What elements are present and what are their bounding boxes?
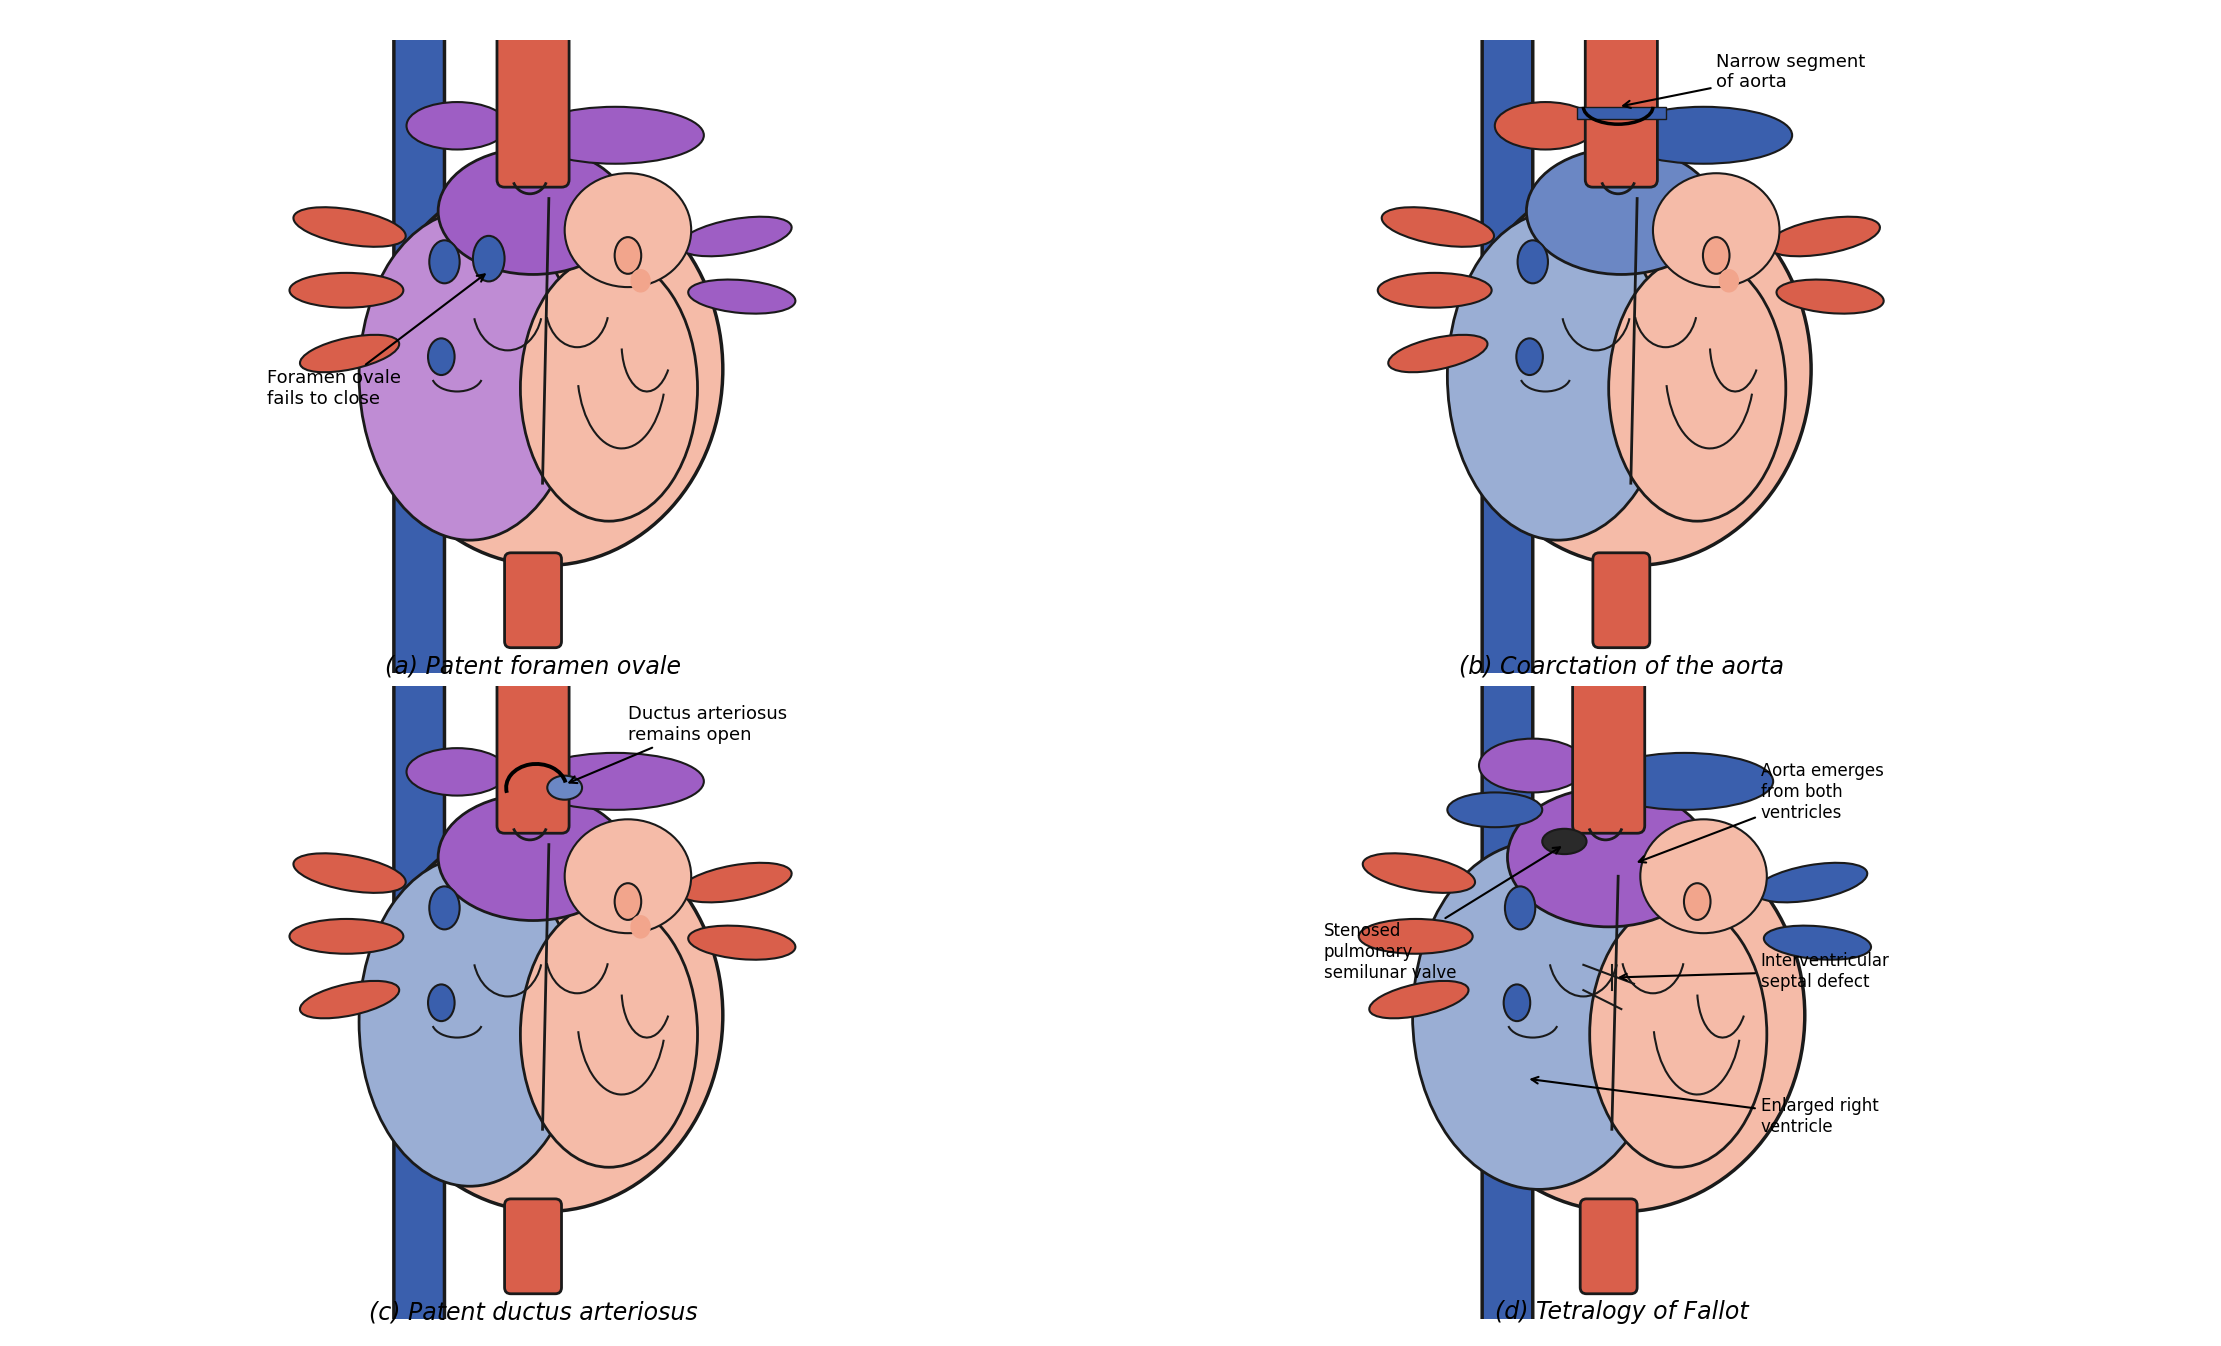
- Ellipse shape: [429, 338, 455, 376]
- Ellipse shape: [520, 256, 697, 521]
- Ellipse shape: [473, 236, 504, 281]
- Ellipse shape: [1504, 984, 1530, 1022]
- Ellipse shape: [300, 981, 400, 1019]
- Ellipse shape: [438, 148, 629, 275]
- Text: Interventricular
septal defect: Interventricular septal defect: [1619, 952, 1890, 991]
- Ellipse shape: [1652, 174, 1779, 287]
- Ellipse shape: [289, 919, 404, 954]
- Ellipse shape: [1508, 787, 1710, 927]
- Ellipse shape: [1448, 793, 1541, 828]
- Ellipse shape: [1437, 820, 1806, 1211]
- Ellipse shape: [1763, 926, 1870, 960]
- Ellipse shape: [406, 102, 509, 149]
- Ellipse shape: [1413, 841, 1666, 1190]
- Ellipse shape: [406, 748, 509, 795]
- Text: Ductus arteriosus
remains open: Ductus arteriosus remains open: [569, 705, 786, 783]
- FancyBboxPatch shape: [1586, 27, 1657, 187]
- Ellipse shape: [1448, 211, 1668, 540]
- Ellipse shape: [546, 775, 582, 800]
- Ellipse shape: [1526, 148, 1717, 275]
- Ellipse shape: [1495, 102, 1597, 149]
- Ellipse shape: [1517, 241, 1548, 283]
- FancyBboxPatch shape: [1572, 673, 1646, 833]
- FancyBboxPatch shape: [1481, 650, 1532, 1324]
- FancyBboxPatch shape: [1592, 553, 1650, 647]
- Ellipse shape: [1517, 338, 1544, 376]
- Ellipse shape: [615, 237, 642, 273]
- Ellipse shape: [429, 984, 455, 1022]
- Ellipse shape: [360, 211, 580, 540]
- Text: (b) Coarctation of the aorta: (b) Coarctation of the aorta: [1459, 654, 1783, 678]
- FancyBboxPatch shape: [393, 650, 444, 1324]
- Ellipse shape: [526, 752, 704, 810]
- Ellipse shape: [289, 273, 404, 308]
- Text: Aorta emerges
from both
ventricles: Aorta emerges from both ventricles: [1639, 762, 1883, 863]
- FancyBboxPatch shape: [504, 553, 562, 647]
- Ellipse shape: [631, 269, 651, 292]
- FancyBboxPatch shape: [498, 27, 569, 187]
- Text: Foramen ovale
fails to close: Foramen ovale fails to close: [267, 275, 484, 408]
- Ellipse shape: [1641, 820, 1768, 933]
- Ellipse shape: [564, 820, 691, 933]
- Ellipse shape: [520, 902, 697, 1167]
- Ellipse shape: [1615, 106, 1792, 164]
- Polygon shape: [1577, 106, 1666, 120]
- Ellipse shape: [429, 241, 460, 283]
- Ellipse shape: [1704, 237, 1730, 273]
- Ellipse shape: [293, 207, 406, 246]
- Ellipse shape: [1364, 853, 1475, 892]
- Ellipse shape: [429, 887, 460, 929]
- Ellipse shape: [360, 857, 580, 1186]
- Ellipse shape: [293, 853, 406, 892]
- Ellipse shape: [689, 280, 795, 314]
- Ellipse shape: [1359, 919, 1473, 954]
- Ellipse shape: [680, 217, 791, 256]
- Ellipse shape: [1719, 269, 1739, 292]
- Ellipse shape: [1370, 981, 1468, 1019]
- Ellipse shape: [1597, 752, 1772, 810]
- Ellipse shape: [300, 335, 400, 373]
- Ellipse shape: [1381, 207, 1495, 246]
- Ellipse shape: [680, 863, 791, 902]
- Ellipse shape: [1479, 739, 1586, 793]
- Text: (a) Patent foramen ovale: (a) Patent foramen ovale: [384, 654, 682, 678]
- FancyBboxPatch shape: [1481, 4, 1532, 678]
- Ellipse shape: [1506, 887, 1535, 929]
- Ellipse shape: [564, 174, 691, 287]
- Text: Narrow segment
of aorta: Narrow segment of aorta: [1624, 52, 1866, 108]
- Ellipse shape: [438, 794, 629, 921]
- Text: Stenosed
pulmonary
semilunar valve: Stenosed pulmonary semilunar valve: [1324, 847, 1559, 983]
- FancyBboxPatch shape: [498, 673, 569, 833]
- Ellipse shape: [1608, 256, 1786, 521]
- Text: (d) Tetralogy of Fallot: (d) Tetralogy of Fallot: [1495, 1300, 1748, 1324]
- Ellipse shape: [1388, 335, 1488, 373]
- Ellipse shape: [369, 820, 722, 1211]
- Text: (c) Patent ductus arteriosus: (c) Patent ductus arteriosus: [369, 1300, 697, 1324]
- Ellipse shape: [1768, 217, 1879, 256]
- Ellipse shape: [1377, 273, 1493, 308]
- Ellipse shape: [1684, 883, 1710, 919]
- Ellipse shape: [689, 926, 795, 960]
- Text: Enlarged right
ventricle: Enlarged right ventricle: [1532, 1077, 1879, 1136]
- Ellipse shape: [369, 174, 722, 565]
- Ellipse shape: [1457, 174, 1810, 565]
- Ellipse shape: [631, 915, 651, 938]
- FancyBboxPatch shape: [393, 4, 444, 678]
- Ellipse shape: [1541, 829, 1586, 855]
- Ellipse shape: [615, 883, 642, 919]
- Ellipse shape: [526, 106, 704, 164]
- Ellipse shape: [1777, 280, 1883, 314]
- FancyBboxPatch shape: [504, 1199, 562, 1294]
- FancyBboxPatch shape: [1579, 1199, 1637, 1294]
- Ellipse shape: [1590, 902, 1768, 1167]
- Ellipse shape: [1755, 863, 1868, 902]
